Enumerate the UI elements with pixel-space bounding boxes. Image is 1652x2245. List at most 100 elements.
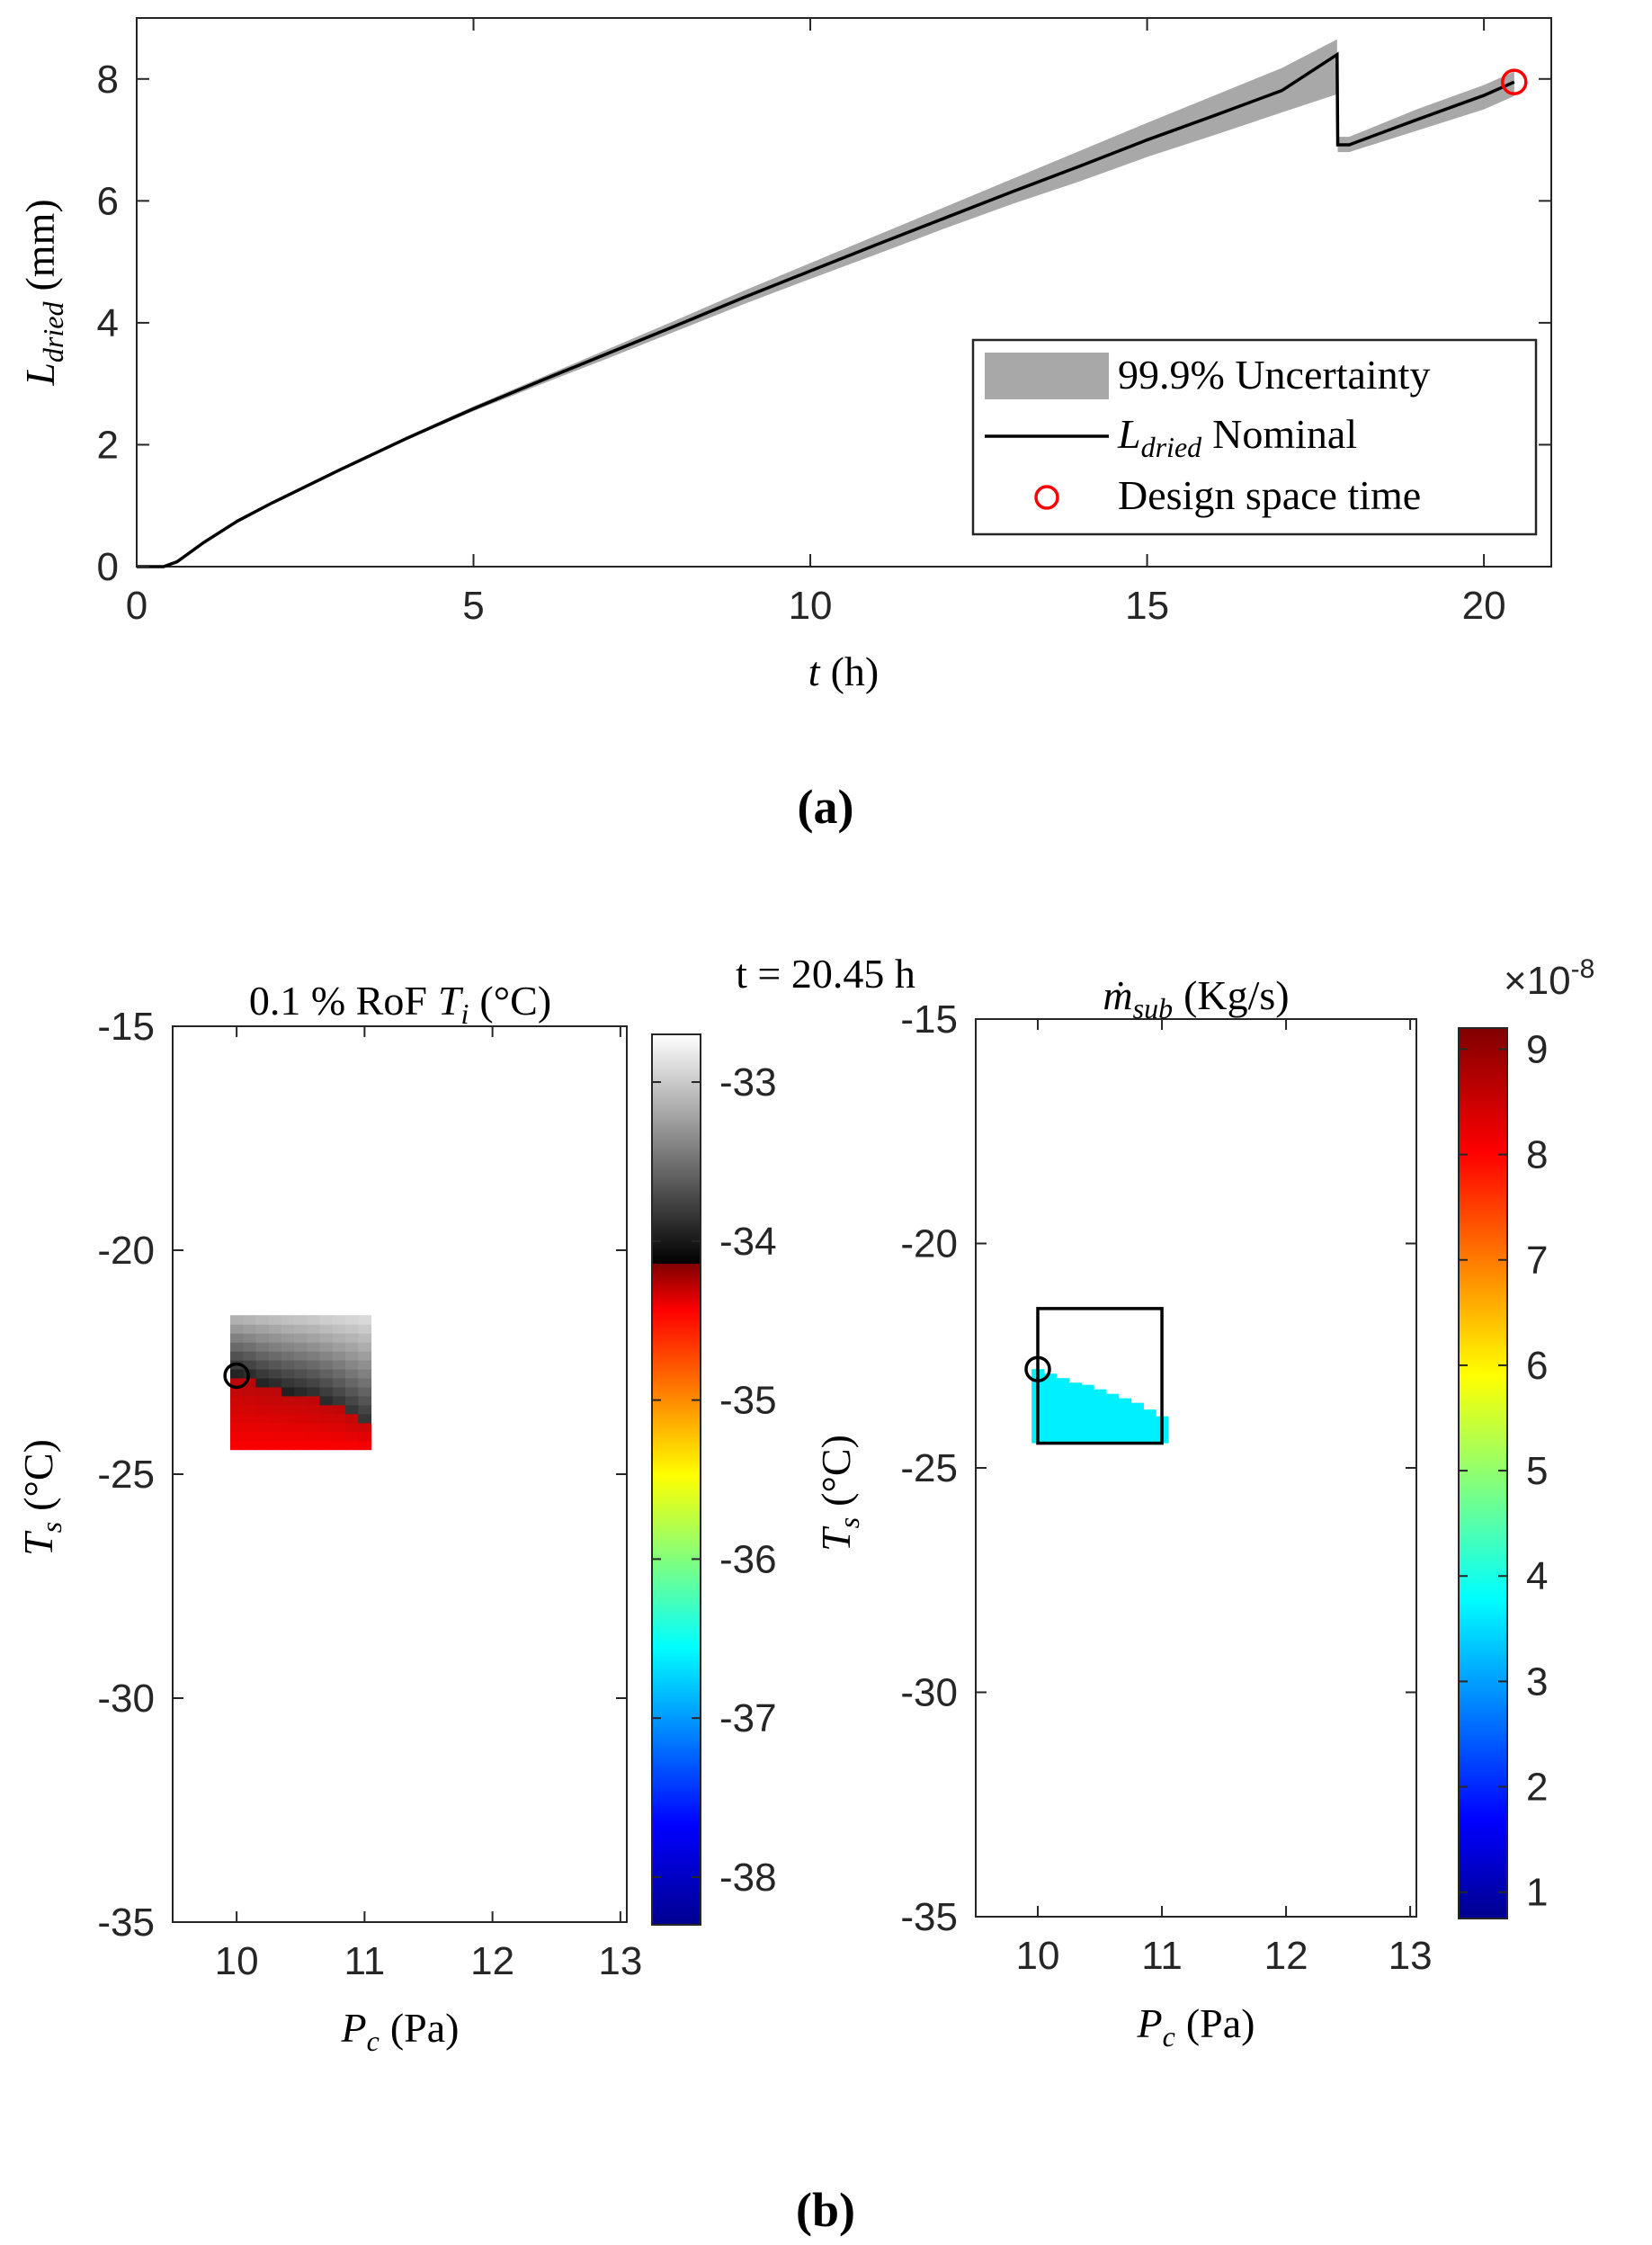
heatmap-cell (243, 1395, 257, 1406)
heatmap-cell (345, 1386, 359, 1397)
heatmap-cell (294, 1395, 308, 1406)
colorbar-tick-label: 4 (1526, 1554, 1548, 1598)
x-tick-label: 13 (598, 1939, 642, 1983)
chart-b-left: 10 11 12 13-35-30-25-20-15 0.1 % RoF Ti (°C) … (15, 978, 777, 2057)
y-tick-label: -35 (97, 1901, 155, 1945)
heatmap-cell (319, 1324, 334, 1334)
heatmap-cell (294, 1404, 308, 1415)
heatmap-cell (345, 1377, 359, 1388)
heatmap-cell (332, 1404, 346, 1415)
heatmap-cell (268, 1404, 282, 1415)
heatmap-cell (281, 1377, 295, 1388)
y-tick-label: -30 (97, 1677, 155, 1721)
colorbar-right-frame (1458, 1027, 1508, 1919)
heatmap-cell (255, 1324, 270, 1334)
heatmap-cell (230, 1386, 244, 1397)
heatmap-cell (294, 1333, 308, 1343)
y-tick-label: -20 (97, 1229, 155, 1273)
heatmap-cell (345, 1440, 359, 1451)
chart-b-left-plot-area (173, 1026, 627, 1922)
colorbar-left-jet (652, 1264, 701, 1925)
y-tick-label: -25 (97, 1453, 155, 1497)
heatmap-cell (332, 1333, 346, 1343)
heatmap-cell (281, 1395, 295, 1406)
heatmap-cell (319, 1315, 334, 1325)
heatmap-cell (307, 1342, 321, 1352)
colorbar-tick-label: 3 (1526, 1659, 1548, 1704)
heatmap-cell (345, 1413, 359, 1424)
heatmap-cell (307, 1422, 321, 1433)
heatmap-cell (319, 1413, 334, 1424)
y-tick-label: 8 (97, 58, 119, 102)
heatmap-cell (307, 1386, 321, 1397)
heatmap-cell (307, 1368, 321, 1379)
heatmap-cell (332, 1351, 346, 1361)
design-point-right (1024, 1355, 1051, 1382)
heatmap-cell (319, 1440, 334, 1451)
heatmap-cell (319, 1360, 334, 1370)
heatmap-cell (230, 1395, 244, 1406)
heatmap-cell (1081, 1384, 1094, 1444)
heatmap-cell (345, 1324, 359, 1334)
heatmap-cell (358, 1342, 372, 1352)
heatmap-cell (345, 1404, 359, 1415)
y-tick-label: 2 (97, 423, 119, 467)
heatmap-cell (294, 1315, 308, 1325)
y-tick-label: -25 (900, 1446, 958, 1490)
heatmap-cell (294, 1368, 308, 1379)
colorbar-right-ticks: 1 2 3 4 5 6 7 8 9 (1459, 1027, 1548, 1915)
feasible-box-right (1036, 1307, 1164, 1445)
chart-b-left-ylabel: Ts(°C) (15, 1439, 67, 1556)
design-point-marker (223, 1362, 250, 1390)
x-tick-label: 11 (1141, 1934, 1183, 1978)
y-tick-label: 4 (97, 301, 119, 345)
heatmap-cell (319, 1386, 334, 1397)
heatmap-cell (243, 1360, 257, 1370)
heatmap-cell (345, 1315, 359, 1325)
heatmap-cell (255, 1342, 270, 1352)
heatmap-cell (307, 1324, 321, 1334)
heatmap-cell (281, 1333, 295, 1343)
heatmap-cell (345, 1333, 359, 1343)
heatmap-cell (294, 1386, 308, 1397)
colorbar-tick-label: -37 (719, 1696, 777, 1740)
heatmap-cell (294, 1413, 308, 1424)
y-tick-label: -20 (900, 1222, 958, 1266)
colorbar-left-gray (652, 1034, 701, 1264)
heatmap-cell (358, 1351, 372, 1361)
colorbar-tick-label: -36 (719, 1537, 777, 1581)
heatmap-cell (345, 1422, 359, 1433)
heatmap-cell (243, 1324, 257, 1334)
x-tick-label: 0 (126, 584, 147, 628)
heatmap-cell (268, 1360, 282, 1370)
heatmap-cell (255, 1404, 270, 1415)
heatmap-cell (319, 1377, 334, 1388)
heatmap-cell (332, 1431, 346, 1442)
chart-b-right-ylabel: Ts(°C) (813, 1435, 865, 1552)
heatmap-cell (319, 1404, 334, 1415)
heatmap-cell (268, 1413, 282, 1424)
x-tick-label: 13 (1389, 1934, 1433, 1978)
heatmap-cell (332, 1386, 346, 1397)
colorbar-tick-label: -34 (719, 1220, 777, 1264)
heatmap-cell (345, 1342, 359, 1352)
heatmap-cell (345, 1431, 359, 1442)
heatmap-cell (268, 1440, 282, 1451)
heatmap-cell (294, 1360, 308, 1370)
feasible-box (1036, 1307, 1164, 1445)
heatmap-cell (230, 1324, 244, 1334)
heatmap-cell (230, 1351, 244, 1361)
x-tick-label: 10 (789, 584, 833, 628)
colorbar-tick-label: 7 (1526, 1239, 1548, 1283)
design-space-time-marker (1501, 68, 1528, 95)
heatmap-cell (281, 1360, 295, 1370)
heatmap-cell (307, 1431, 321, 1442)
x-tick-label: 10 (1016, 1934, 1060, 1978)
heatmap-cell (307, 1413, 321, 1424)
colorbar-tick-label: -35 (719, 1379, 777, 1423)
heatmap-cell (307, 1351, 321, 1361)
heatmap-cell (345, 1351, 359, 1361)
heatmap-cell (294, 1351, 308, 1361)
heatmap-cell (255, 1422, 270, 1433)
heatmap-cell (358, 1324, 372, 1334)
